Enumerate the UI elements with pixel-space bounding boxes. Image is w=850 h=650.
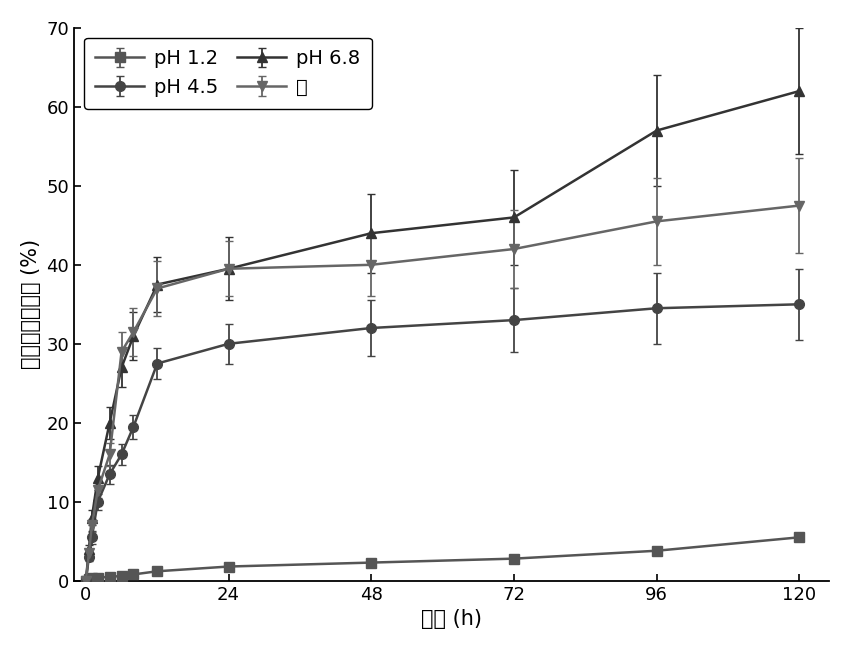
- Y-axis label: 累积释放百分数 (%): 累积释放百分数 (%): [21, 239, 41, 369]
- X-axis label: 时间 (h): 时间 (h): [421, 609, 482, 629]
- Legend: pH 1.2, pH 4.5, pH 6.8, 水: pH 1.2, pH 4.5, pH 6.8, 水: [83, 38, 371, 109]
